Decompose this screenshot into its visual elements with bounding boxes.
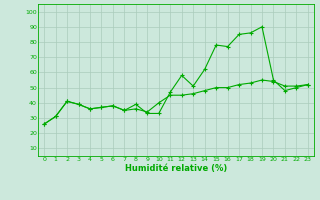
X-axis label: Humidité relative (%): Humidité relative (%)	[125, 164, 227, 173]
